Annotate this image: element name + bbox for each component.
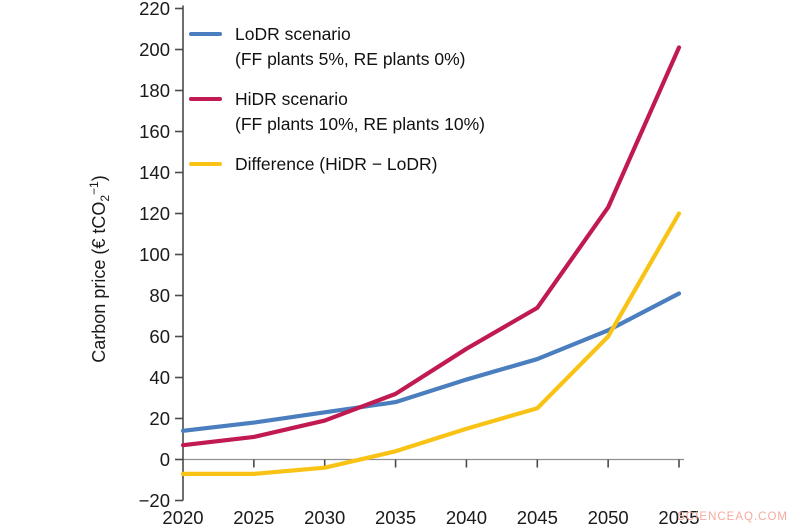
chart-legend: LoDR scenario (FF plants 5%, RE plants 0… bbox=[189, 22, 485, 192]
y-axis-label-suffix: ) bbox=[89, 175, 109, 182]
x-tick-label: 2035 bbox=[375, 507, 416, 528]
y-axis-label-subscript: 2 bbox=[98, 194, 112, 202]
x-tick-label: 2050 bbox=[588, 507, 629, 528]
y-tick-label: 220 bbox=[139, 0, 170, 19]
series-line-0 bbox=[180, 291, 682, 433]
y-tick-label: 160 bbox=[139, 121, 170, 142]
y-axis-label-prefix: Carbon price (€ tCO bbox=[89, 201, 109, 363]
y-tick-label: 80 bbox=[149, 285, 170, 306]
y-tick-label: 20 bbox=[149, 408, 170, 429]
y-axis-label-superscript: −1 bbox=[87, 181, 101, 195]
y-tick-label: 40 bbox=[149, 367, 170, 388]
y-tick-label: 60 bbox=[149, 326, 170, 347]
y-tick-label: 120 bbox=[139, 203, 170, 224]
legend-difference-title: Difference (HiDR − LoDR) bbox=[235, 154, 438, 174]
y-tick-label: 200 bbox=[139, 39, 170, 60]
y-tick-label: 180 bbox=[139, 80, 170, 101]
y-axis-label: Carbon price (€ tCO2−1) bbox=[87, 137, 113, 401]
x-tick-label: 2040 bbox=[446, 507, 487, 528]
y-tick-label: 0 bbox=[160, 449, 170, 470]
difference-line-swatch-icon bbox=[189, 162, 222, 166]
hidr-line-swatch-icon bbox=[189, 97, 222, 101]
legend-lodr-title: LoDR scenario bbox=[235, 24, 351, 44]
x-tick-label: 2055 bbox=[658, 507, 699, 528]
y-tick-label: 100 bbox=[139, 244, 170, 265]
x-tick-label: 2045 bbox=[517, 507, 558, 528]
y-tick-label: −20 bbox=[139, 490, 170, 511]
legend-hidr-subtitle: (FF plants 10%, RE plants 10%) bbox=[235, 114, 485, 134]
legend-item-hidr: HiDR scenario (FF plants 10%, RE plants … bbox=[189, 87, 485, 137]
legend-lodr-subtitle: (FF plants 5%, RE plants 0%) bbox=[235, 49, 466, 69]
legend-item-difference: Difference (HiDR − LoDR) bbox=[189, 152, 485, 177]
legend-item-lodr: LoDR scenario (FF plants 5%, RE plants 0… bbox=[189, 22, 485, 72]
x-tick-label: 2025 bbox=[233, 507, 274, 528]
watermark: SCIENCEAQ.COM bbox=[677, 511, 788, 523]
x-tick-label: 2020 bbox=[162, 507, 203, 528]
legend-hidr-title: HiDR scenario bbox=[235, 89, 348, 109]
series-line-2 bbox=[180, 211, 682, 476]
x-tick-label: 2030 bbox=[304, 507, 345, 528]
lodr-line-swatch-icon bbox=[189, 32, 222, 36]
y-tick-label: 140 bbox=[139, 162, 170, 183]
series-line-1 bbox=[180, 45, 682, 448]
